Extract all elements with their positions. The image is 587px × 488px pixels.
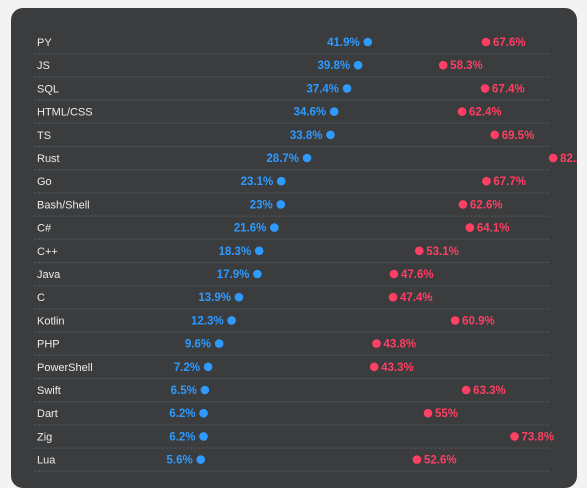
- low-value-dot: [203, 362, 213, 372]
- high-value-dot: [490, 130, 500, 140]
- high-value-label: 43.3%: [381, 362, 414, 374]
- high-value-label: 73.8%: [521, 431, 554, 443]
- low-value-label: 39.8%: [317, 60, 350, 72]
- high-value-label: 63.3%: [473, 385, 506, 397]
- low-value-dot: [276, 200, 286, 209]
- low-value-dot: [214, 339, 224, 348]
- language-label: HTML/CSS: [37, 107, 93, 119]
- high-value-dot: [480, 84, 490, 93]
- dumbbell-chart: PY 41.9% 67.6% JS 39.8% 58.3% SQL 37.4% 67.4% HTM…: [34, 37, 577, 472]
- language-label: Go: [37, 176, 52, 188]
- low-value-label: 12.3%: [191, 315, 224, 327]
- high-value-label: 67.6%: [493, 37, 526, 49]
- language-label: TS: [37, 130, 51, 142]
- low-value-label: 23%: [250, 199, 273, 211]
- high-value-label: 62.4%: [469, 107, 502, 119]
- language-label: C: [37, 292, 45, 304]
- language-label: Swift: [37, 385, 61, 397]
- low-value-label: 23.1%: [241, 176, 274, 188]
- low-value-dot: [353, 60, 363, 70]
- low-value-dot: [363, 37, 373, 47]
- language-label: Dart: [37, 408, 58, 420]
- low-value-label: 6.2%: [169, 408, 195, 420]
- high-value-label: 60.9%: [462, 315, 495, 327]
- high-value-label: 47.6%: [401, 269, 434, 281]
- low-value-dot: [227, 316, 236, 325]
- low-value-dot: [329, 107, 339, 116]
- low-value-label: 6.2%: [169, 431, 195, 443]
- low-value-dot: [326, 130, 335, 140]
- language-label: C++: [37, 246, 58, 258]
- high-value-label: 64.1%: [477, 223, 510, 235]
- high-value-dot: [457, 107, 467, 116]
- low-value-label: 17.9%: [217, 269, 250, 281]
- high-value-label: 69.5%: [502, 130, 535, 142]
- high-value-label: 52.6%: [424, 455, 457, 467]
- low-value-label: 6.5%: [171, 385, 197, 397]
- low-value-label: 37.4%: [306, 83, 339, 95]
- low-value-dot: [342, 84, 352, 93]
- low-value-dot: [196, 455, 206, 464]
- low-value-dot: [200, 385, 210, 395]
- high-value-dot: [414, 246, 424, 256]
- high-value-dot: [369, 362, 379, 372]
- language-label: C#: [37, 223, 52, 235]
- language-label: PowerShell: [37, 362, 93, 374]
- high-value-dot: [510, 432, 519, 441]
- high-value-dot: [548, 153, 558, 163]
- high-value-label: 55%: [435, 408, 458, 420]
- language-label: Bash/Shell: [37, 199, 90, 211]
- low-value-label: 21.6%: [234, 223, 267, 235]
- low-value-label: 33.8%: [290, 130, 323, 142]
- high-value-dot: [461, 385, 471, 395]
- chart-card: PY 41.9% 67.6% JS 39.8% 58.3% SQL 37.4% 67.4% HTM…: [11, 8, 577, 488]
- language-label: Zig: [37, 431, 52, 443]
- high-value-dot: [465, 223, 475, 232]
- language-label: Java: [37, 269, 61, 281]
- high-value-dot: [450, 316, 460, 325]
- low-value-dot: [234, 292, 244, 302]
- language-label: JS: [37, 60, 50, 72]
- low-value-label: 28.7%: [266, 153, 299, 165]
- high-value-dot: [389, 269, 399, 279]
- high-value-dot: [372, 339, 381, 348]
- high-value-dot: [388, 292, 398, 302]
- low-value-label: 18.3%: [219, 246, 252, 258]
- high-value-dot: [438, 60, 448, 70]
- language-label: PY: [37, 37, 52, 49]
- high-value-label: 82.2%: [560, 153, 577, 165]
- low-value-label: 7.2%: [174, 362, 200, 374]
- high-value-label: 62.6%: [470, 199, 503, 211]
- high-value-dot: [423, 408, 433, 418]
- high-value-label: 58.3%: [450, 60, 483, 72]
- high-value-dot: [458, 200, 468, 209]
- language-label: PHP: [37, 339, 60, 351]
- low-value-dot: [199, 408, 208, 418]
- low-value-dot: [302, 153, 312, 163]
- low-value-dot: [254, 246, 264, 256]
- language-label: Kotlin: [37, 315, 65, 327]
- high-value-dot: [482, 176, 491, 186]
- high-value-label: 67.7%: [493, 176, 526, 188]
- high-value-label: 43.8%: [383, 339, 416, 351]
- low-value-label: 13.9%: [198, 292, 231, 304]
- language-label: Lua: [37, 455, 56, 467]
- chart-rows: PY 41.9% 67.6% JS 39.8% 58.3% SQL 37.4% 67.4% HTM…: [34, 37, 577, 472]
- high-value-label: 47.4%: [400, 292, 433, 304]
- low-value-label: 5.6%: [167, 455, 193, 467]
- low-value-dot: [270, 223, 279, 232]
- low-value-dot: [276, 176, 286, 186]
- high-value-label: 67.4%: [492, 83, 525, 95]
- low-value-dot: [253, 269, 262, 279]
- low-value-label: 9.6%: [185, 339, 211, 351]
- language-label: SQL: [37, 83, 59, 95]
- high-value-label: 53.1%: [426, 246, 459, 258]
- low-value-label: 41.9%: [327, 37, 360, 49]
- high-value-dot: [481, 37, 491, 47]
- high-value-dot: [412, 455, 422, 464]
- language-label: Rust: [37, 153, 60, 165]
- low-value-label: 34.6%: [294, 107, 327, 119]
- low-value-dot: [199, 432, 208, 441]
